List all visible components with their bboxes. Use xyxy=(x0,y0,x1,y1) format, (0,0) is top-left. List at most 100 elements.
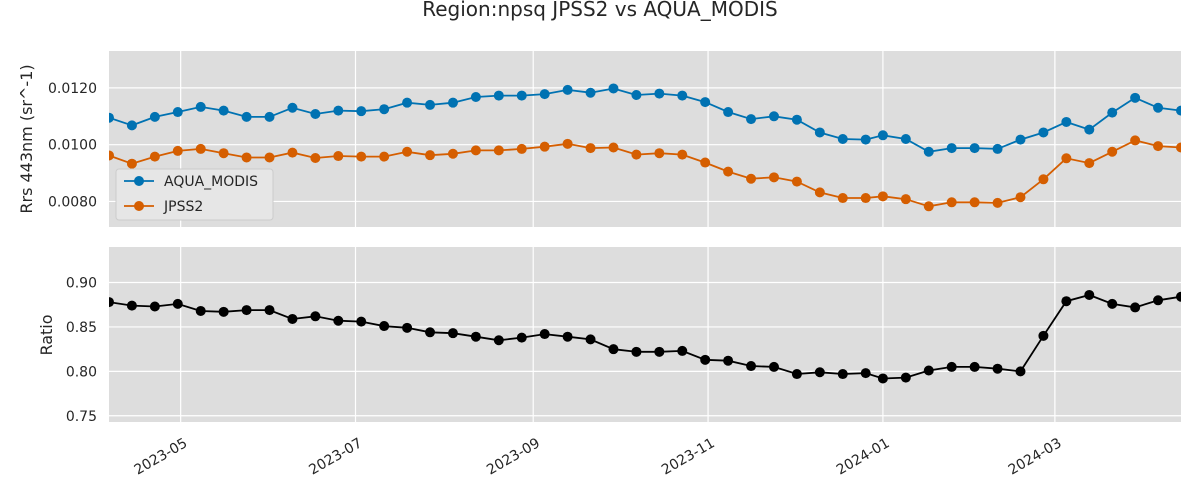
top-panel-background xyxy=(109,51,1181,227)
top-panel-y-ticks: 0.0080 0.0100 0.0120 xyxy=(48,81,97,211)
top-point-aqua-modis xyxy=(723,107,734,118)
top-point-jpss2 xyxy=(1015,192,1026,203)
bottom-point-ratio xyxy=(631,346,642,357)
top-point-aqua-modis xyxy=(631,90,642,100)
top-point-jpss2 xyxy=(264,152,275,163)
top-panel-series xyxy=(109,83,1181,212)
bottom-point-ratio xyxy=(470,331,481,342)
bottom-point-ratio xyxy=(493,335,504,346)
top-point-jpss2 xyxy=(379,151,390,162)
top-point-aqua-modis xyxy=(992,143,1003,154)
top-point-jpss2 xyxy=(109,150,114,161)
top-point-aqua-modis xyxy=(768,111,779,122)
bottom-point-ratio xyxy=(946,361,957,372)
top-point-aqua-modis xyxy=(877,130,888,141)
bottom-point-ratio xyxy=(425,327,436,338)
x-tick-label: 2023-07 xyxy=(306,435,365,478)
bottom-point-ratio xyxy=(923,365,934,376)
top-point-aqua-modis xyxy=(677,90,688,101)
top-point-aqua-modis xyxy=(1038,127,1049,138)
top-point-aqua-modis xyxy=(1061,116,1072,127)
top-point-jpss2 xyxy=(172,145,183,156)
top-point-jpss2 xyxy=(1038,174,1049,185)
top-point-aqua-modis xyxy=(1084,124,1095,135)
top-point-jpss2 xyxy=(126,158,137,169)
top-point-jpss2 xyxy=(195,143,206,154)
top-point-jpss2 xyxy=(1153,141,1164,152)
top-point-jpss2 xyxy=(516,143,527,154)
bottom-y-tick-label: 0.80 xyxy=(66,364,97,380)
x-axis-tick-labels: 2023-05 2023-07 2023-09 2023-11 2024-01 2024-… xyxy=(132,435,1065,478)
bottom-point-ratio xyxy=(356,316,367,327)
top-point-aqua-modis xyxy=(654,88,665,99)
top-point-aqua-modis xyxy=(149,111,160,122)
bottom-point-ratio xyxy=(608,344,619,355)
bottom-point-ratio xyxy=(218,306,229,317)
top-point-jpss2 xyxy=(539,141,550,152)
bottom-point-ratio xyxy=(1015,366,1026,377)
bottom-point-ratio xyxy=(287,313,298,324)
top-point-jpss2 xyxy=(218,148,229,159)
bottom-point-ratio xyxy=(264,305,275,316)
top-point-aqua-modis xyxy=(837,134,848,144)
top-point-aqua-modis xyxy=(356,106,367,117)
top-point-jpss2 xyxy=(969,197,980,208)
top-point-aqua-modis xyxy=(860,134,871,145)
bottom-point-ratio xyxy=(1038,330,1049,341)
bottom-panel-grid xyxy=(109,247,1181,422)
top-point-jpss2 xyxy=(1130,135,1141,146)
bottom-point-ratio xyxy=(126,300,137,311)
bottom-point-ratio xyxy=(585,334,596,345)
top-point-aqua-modis xyxy=(946,143,957,154)
top-point-aqua-modis xyxy=(218,105,229,116)
bottom-point-ratio xyxy=(379,321,390,332)
bottom-point-ratio xyxy=(1153,295,1164,306)
top-point-aqua-modis xyxy=(126,120,137,131)
bottom-y-tick-label: 0.90 xyxy=(66,276,97,292)
top-point-aqua-modis xyxy=(585,87,596,98)
top-point-aqua-modis xyxy=(746,114,757,125)
top-point-jpss2 xyxy=(1176,142,1181,153)
bottom-point-ratio xyxy=(539,329,550,340)
top-point-jpss2 xyxy=(1107,146,1118,157)
top-y-tick-label: 0.0120 xyxy=(48,81,97,97)
bottom-panel-background xyxy=(109,247,1181,422)
top-y-tick-label: 0.0100 xyxy=(48,138,97,154)
top-point-aqua-modis xyxy=(1130,92,1141,103)
bottom-point-ratio xyxy=(1176,291,1181,302)
bottom-point-ratio xyxy=(402,322,413,333)
top-point-aqua-modis xyxy=(470,91,481,102)
bottom-point-ratio xyxy=(700,354,711,365)
top-point-aqua-modis xyxy=(1153,102,1164,113)
bottom-point-ratio xyxy=(814,367,825,378)
legend-item-aqua-modis: AQUA_MODIS xyxy=(124,174,258,190)
top-point-aqua-modis xyxy=(1176,105,1181,116)
top-point-aqua-modis xyxy=(516,90,527,101)
top-panel-y-axis-label: Rrs 443nm (sr^-1) xyxy=(17,64,36,213)
top-y-tick-label: 0.0080 xyxy=(48,194,97,210)
bottom-panel-y-ticks: 0.75 0.80 0.85 0.90 xyxy=(66,276,97,425)
top-point-aqua-modis xyxy=(1015,134,1026,145)
top-point-jpss2 xyxy=(585,143,596,154)
top-point-aqua-modis xyxy=(969,143,980,154)
top-point-jpss2 xyxy=(470,145,481,156)
bottom-point-ratio xyxy=(516,332,527,343)
top-point-jpss2 xyxy=(310,153,321,164)
top-point-aqua-modis xyxy=(791,114,802,125)
top-point-aqua-modis xyxy=(562,84,573,95)
top-point-jpss2 xyxy=(287,147,298,158)
bottom-point-ratio xyxy=(172,298,183,309)
bottom-point-ratio xyxy=(992,363,1003,374)
bottom-point-ratio xyxy=(746,361,757,372)
top-point-aqua-modis xyxy=(333,105,344,116)
legend-label-jpss2: JPSS2 xyxy=(163,199,203,215)
top-point-jpss2 xyxy=(837,193,848,204)
top-point-aqua-modis xyxy=(264,111,275,122)
top-point-aqua-modis xyxy=(402,97,413,108)
top-point-jpss2 xyxy=(923,201,934,212)
top-point-aqua-modis xyxy=(923,146,934,157)
top-point-jpss2 xyxy=(746,173,757,184)
bottom-y-tick-label: 0.75 xyxy=(66,409,97,425)
legend-item-jpss2: JPSS2 xyxy=(124,199,203,215)
